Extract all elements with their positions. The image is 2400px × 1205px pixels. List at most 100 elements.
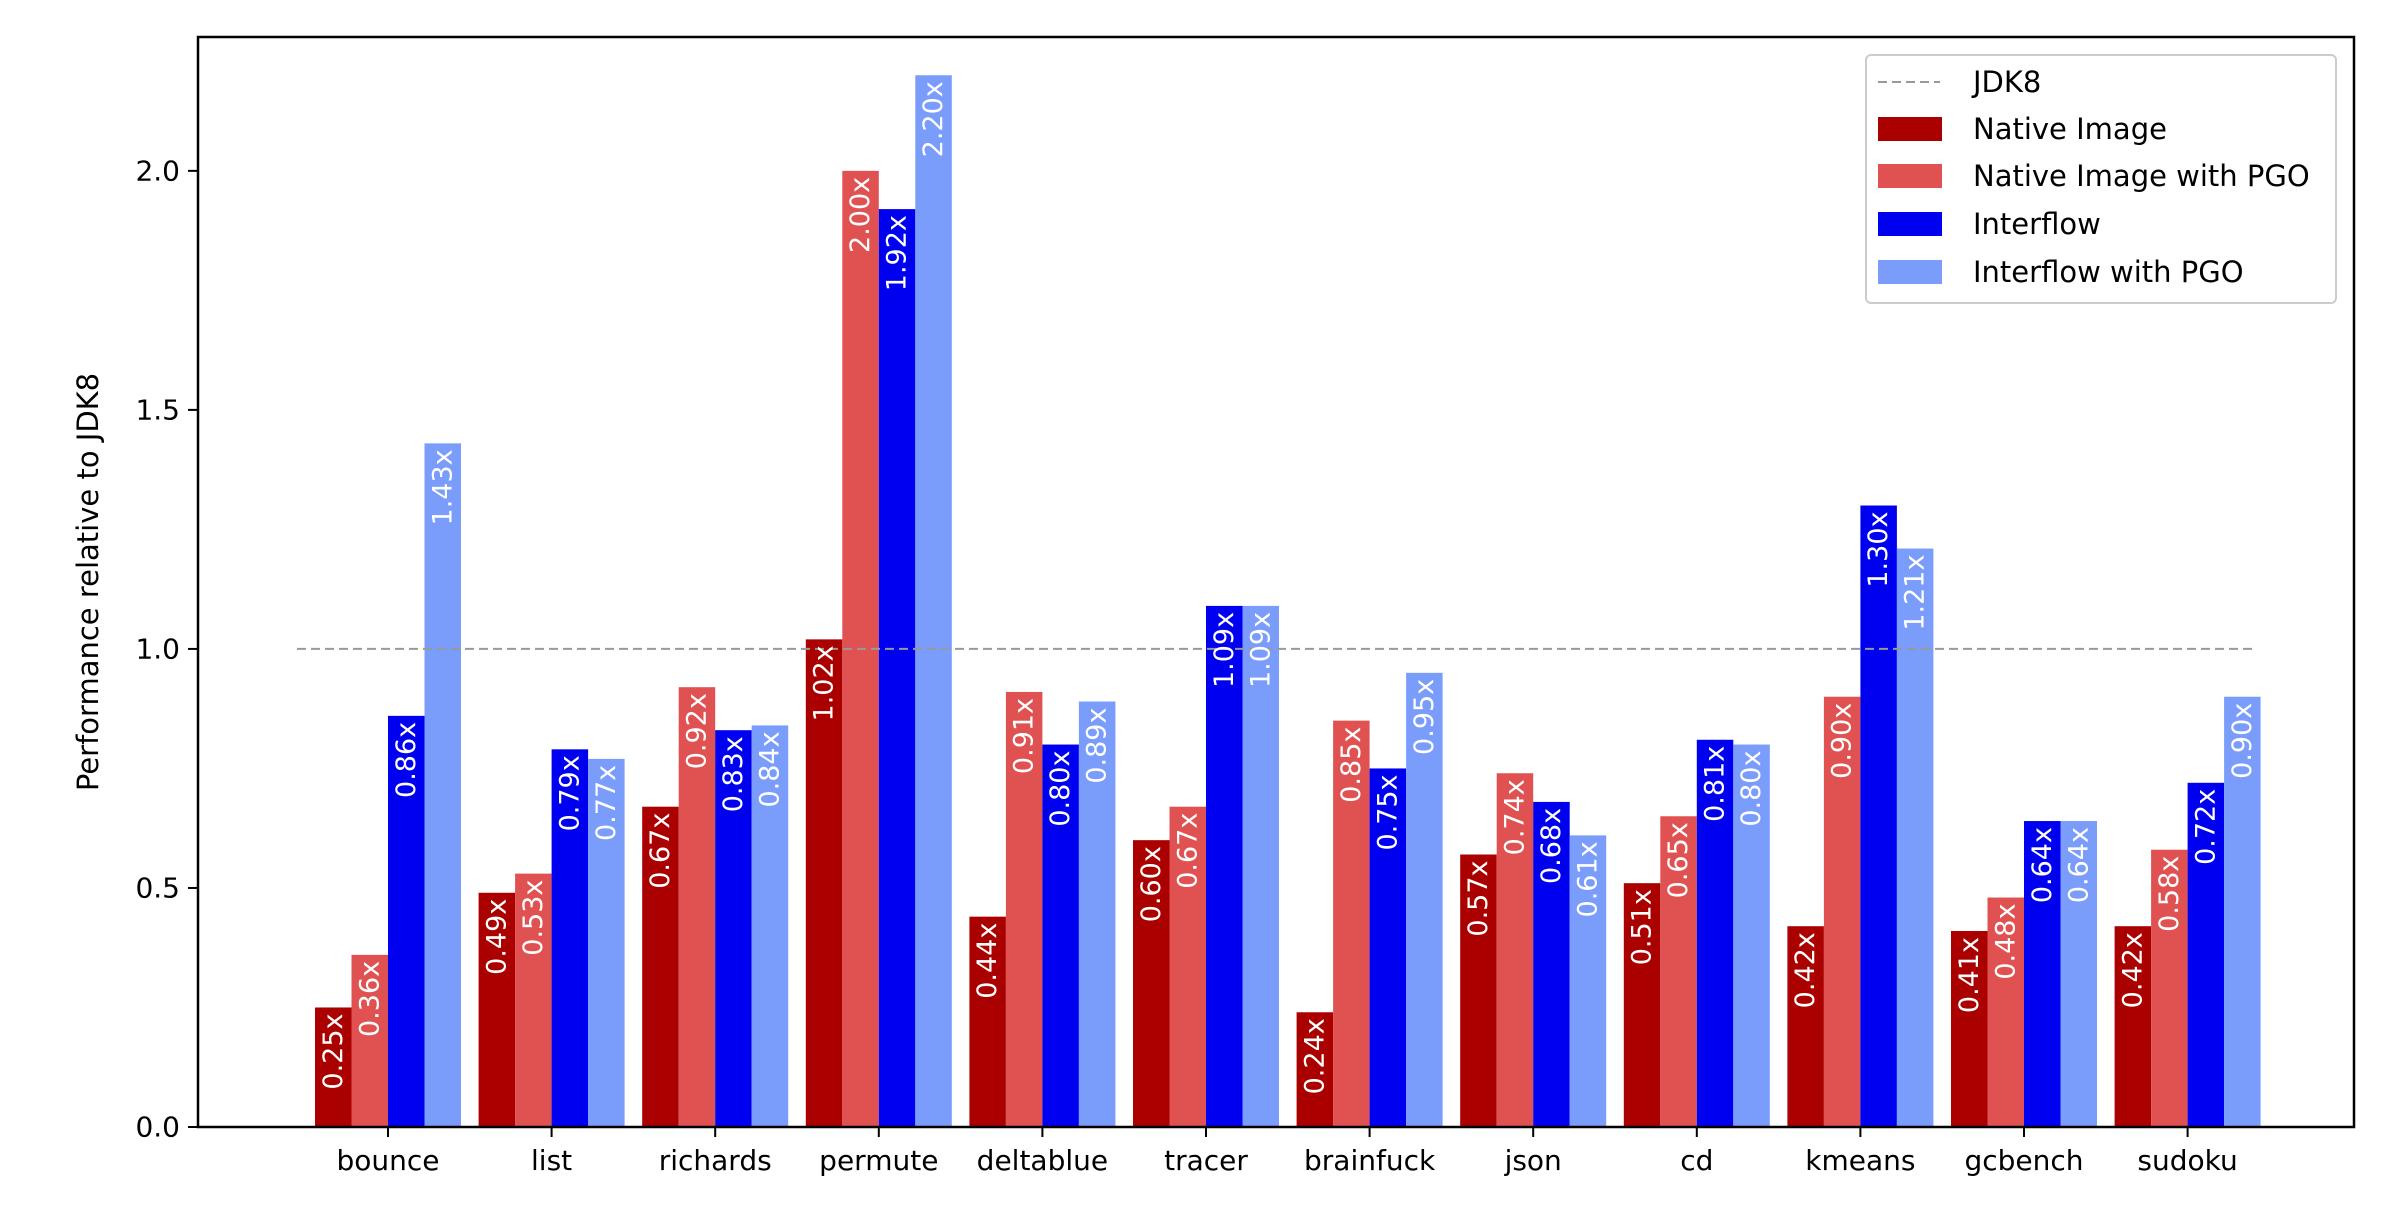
bar-sudoku-series-2 [2151,849,2188,1127]
bar-cd-series-1 [1623,883,1661,1127]
x-tick-label: brainfuck [1304,1144,1436,1177]
bar-value-label: 0.68x [1536,808,1567,884]
bar-kmeans-series-4 [1896,548,1934,1127]
bar-value-label: 0.41x [1954,937,1985,1013]
x-tick-label: permute [819,1144,938,1177]
bar-value-label: 0.75x [1372,774,1403,850]
bar-brainfuck-series-4 [1406,672,1443,1127]
bar-tracer-series-3 [1206,605,1243,1127]
bar-value-label: 0.90x [1827,703,1858,779]
bar-value-label: 1.92x [882,215,913,291]
bar-value-label: 0.58x [2154,856,2185,932]
legend: JDK8 Native Image Native Image with PGO Int… [1865,54,2337,304]
bar-value-label: 0.74x [1499,779,1530,855]
bar-kmeans-series-3 [1860,505,1897,1127]
bar-value-label: 0.89x [1082,708,1113,784]
bar-value-label: 0.57x [1463,860,1494,936]
x-tick-label: json [1504,1144,1562,1177]
bar-value-label: 0.36x [354,961,385,1037]
bar-brainfuck-series-2 [1333,720,1370,1127]
bar-value-label: 0.84x [754,731,785,807]
bar-value-label: 0.67x [1172,813,1203,889]
bar-value-label: 0.42x [2117,932,2148,1008]
bar-brainfuck-series-1 [1296,1012,1334,1127]
y-tick-label: 1.5 [135,393,180,426]
bar-bounce-series-4 [424,443,461,1127]
bar-value-label: 0.64x [2027,827,2058,903]
bar-bounce-series-1 [315,1007,352,1127]
bar-value-label: 0.92x [681,693,712,769]
bar-brainfuck-series-3 [1369,768,1407,1127]
bar-value-label: 0.48x [1990,904,2021,980]
bar-value-label: 2.00x [845,177,876,253]
y-axis-label: Performance relative to JDK8 [71,373,105,791]
bar-value-label: 0.49x [481,899,512,975]
legend-label: JDK8 [1971,65,2041,99]
bar-value-label: 0.91x [1009,698,1040,774]
bar-richards-series-3 [715,730,752,1127]
bar-bounce-series-3 [388,715,425,1127]
bars-layer [315,75,2261,1128]
bar-cd-series-2 [1660,816,1697,1127]
legend-swatch [1878,260,1942,284]
bar-value-label: 0.81x [1700,746,1731,822]
bar-json-series-3 [1533,801,1570,1127]
bar-value-label: 0.80x [1736,751,1767,827]
y-tick-label: 1.0 [135,632,180,665]
bar-labels-layer: 0.25x 0.49x 0.67x 1.02x 0.44x 0.60x 0.24x 0.57x… [318,81,2258,1094]
legend-swatch [1878,117,1942,141]
bar-value-label: 0.86x [391,722,422,798]
x-tick-label: sudoku [2137,1144,2237,1177]
bar-list-series-4 [588,758,625,1127]
x-tick-label: deltablue [977,1144,1108,1177]
bar-deltablue-series-2 [1005,691,1043,1127]
bar-tracer-series-4 [1242,605,1279,1127]
bar-value-label: 1.02x [809,645,840,721]
legend-label: Native Image [1973,112,2167,146]
bar-value-label: 0.65x [1663,822,1694,898]
x-tick-label: cd [1680,1144,1713,1177]
bar-gcbench-series-4 [2060,821,2097,1127]
bar-value-label: 0.24x [1299,1018,1330,1094]
legend-box [1865,54,2337,304]
bar-sudoku-series-1 [2114,926,2152,1127]
legend-label: Interflow [1973,207,2101,241]
bar-deltablue-series-4 [1078,701,1116,1127]
legend-label: Interflow with PGO [1973,255,2244,289]
bar-value-label: 1.21x [1900,555,1931,631]
bar-kmeans-series-1 [1787,926,1824,1127]
bar-json-series-2 [1496,773,1534,1127]
bar-value-label: 0.61x [1572,841,1603,917]
bar-tracer-series-2 [1169,806,1206,1127]
x-tick-label: richards [659,1144,772,1177]
legend-swatch [1878,164,1942,188]
axes-layer: 0.0 0.5 1.0 1.5 2.0 bounce list richards permute… [71,35,2356,1177]
bar-value-label: 0.79x [554,755,585,831]
legend-swatch [1878,212,1942,236]
bar-list-series-1 [478,892,516,1127]
legend-label: Native Image with PGO [1973,159,2310,193]
x-tick-label: list [531,1144,572,1177]
bar-list-series-2 [515,873,552,1127]
bar-richards-series-1 [642,806,679,1127]
plot-frame [196,35,2356,1129]
bar-value-label: 2.20x [918,81,949,157]
bar-gcbench-series-3 [2024,821,2061,1127]
y-tick-label: 0.5 [135,871,180,904]
bar-json-series-4 [1569,835,1607,1127]
bar-cd-series-4 [1733,744,1770,1127]
bar-richards-series-2 [678,687,716,1127]
bar-value-label: 0.72x [2190,789,2221,865]
bar-value-label: 0.64x [2063,827,2094,903]
bar-value-label: 0.25x [318,1013,349,1089]
y-tick-label: 2.0 [135,154,180,187]
bar-list-series-3 [551,749,589,1127]
bar-bounce-series-2 [351,954,388,1127]
bar-value-label: 0.51x [1627,889,1658,965]
bar-permute-series-3 [878,209,916,1128]
bar-value-label: 0.77x [591,765,622,841]
x-tick-label: gcbench [1964,1144,2083,1177]
x-tick-label: bounce [336,1144,439,1177]
bar-deltablue-series-3 [1042,744,1079,1127]
